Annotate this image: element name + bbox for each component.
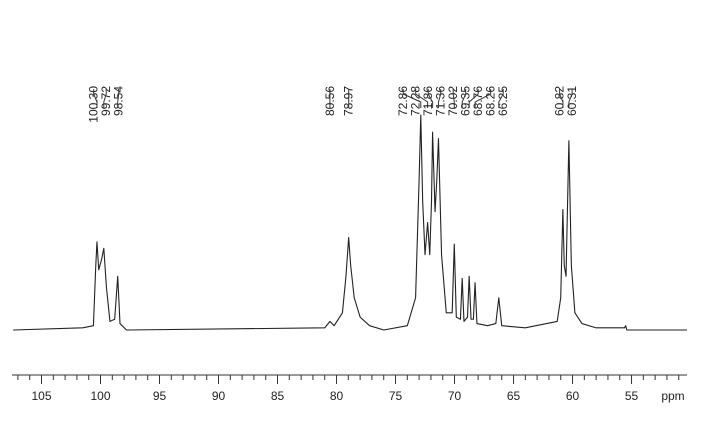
- x-tick-label: 80: [330, 389, 344, 403]
- peak-leader: [415, 89, 429, 108]
- peak-leader: [103, 89, 107, 108]
- x-tick-label: 90: [212, 389, 226, 403]
- peak-leader: [474, 89, 492, 108]
- peak-label: 60.31: [565, 86, 579, 116]
- peak-leader: [559, 89, 564, 108]
- x-axis-label: ppm: [661, 389, 684, 403]
- peak-leader: [117, 89, 120, 108]
- x-tick-label: 95: [153, 389, 167, 403]
- peak-label: 70.02: [446, 86, 460, 116]
- peak-leader: [498, 89, 504, 108]
- peak-label: 100.30: [87, 86, 101, 123]
- peak-label: 72.86: [396, 86, 410, 116]
- spectrum-line: [13, 114, 687, 331]
- x-tick-label: 65: [507, 389, 521, 403]
- x-tick-label: 85: [271, 389, 285, 403]
- peak-label: 71.36: [434, 86, 448, 116]
- peak-leader: [93, 89, 98, 108]
- peak-label: 60.82: [553, 86, 567, 116]
- x-tick-label: 70: [448, 389, 462, 403]
- x-tick-label: 105: [31, 389, 51, 403]
- peak-leader: [427, 89, 434, 108]
- peak-label: 68.26: [484, 86, 498, 116]
- peak-label: 69.35: [459, 86, 473, 116]
- x-tick-label: 75: [389, 389, 403, 403]
- x-tick-label: 60: [566, 389, 580, 403]
- peak-label: 66.25: [496, 86, 510, 116]
- peak-label: 98.54: [112, 86, 126, 116]
- x-tick-label: 55: [625, 389, 639, 403]
- peak-leader: [468, 89, 479, 108]
- peak-leader: [461, 89, 467, 108]
- peak-label: 72.28: [409, 86, 423, 116]
- peak-leader: [402, 89, 422, 108]
- peak-label: 99.72: [99, 86, 113, 116]
- peak-leader: [438, 89, 442, 108]
- peak-leader: [568, 89, 573, 108]
- peak-leader: [452, 89, 455, 108]
- peak-label: 71.86: [421, 86, 435, 116]
- x-tick-label: 100: [90, 389, 110, 403]
